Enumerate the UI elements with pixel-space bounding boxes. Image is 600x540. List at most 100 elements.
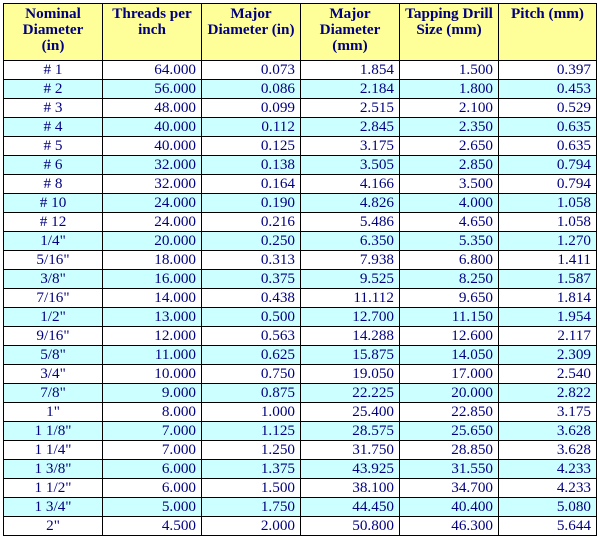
table-cell: # 3 [3,98,103,118]
table-cell: 4.500 [102,516,202,536]
table-cell: 5/8" [3,345,103,365]
table-cell: 2.350 [399,117,499,137]
table-row: 1" 8.000 1.000 25.400 22.850 3.175 [3,402,597,422]
table-cell: 2.000 [201,516,301,536]
table-cell: 9.525 [300,269,400,289]
table-cell: 6.000 [102,478,202,498]
table-cell: 5.000 [102,497,202,517]
table-cell: 32.000 [102,155,202,175]
table-cell: 3.628 [498,421,597,441]
table-row: 1 1/2" 6.000 1.500 38.100 34.700 4.233 [3,478,597,498]
table-cell: 5.350 [399,231,499,251]
table-cell: 2.309 [498,345,597,365]
table-cell: 3.175 [498,402,597,422]
table-cell: 8.250 [399,269,499,289]
table-cell: 8.000 [102,402,202,422]
table-cell: 5.486 [300,212,400,232]
table-row: 3/4" 10.000 0.750 19.050 17.000 2.540 [3,364,597,384]
table-cell: # 8 [3,174,103,194]
table-cell: 11.150 [399,307,499,327]
table-cell: 1.954 [498,307,597,327]
table-row: # 6 32.000 0.138 3.505 2.850 0.794 [3,155,597,175]
table-cell: 5/16" [3,250,103,270]
table-cell: 18.000 [102,250,202,270]
table-cell: 10.000 [102,364,202,384]
header-tapping-drill-size: Tapping Drill Size (mm) [399,3,499,61]
table-cell: 1.500 [201,478,301,498]
table-cell: 0.313 [201,250,301,270]
table-cell: 0.112 [201,117,301,137]
table-cell: 40.000 [102,117,202,137]
table-cell: 0.138 [201,155,301,175]
table-cell: 2.100 [399,98,499,118]
table-cell: 3.628 [498,440,597,460]
table-cell: 9.000 [102,383,202,403]
table-cell: 1.800 [399,79,499,99]
table-cell: 31.550 [399,459,499,479]
table-cell: 2.540 [498,364,597,384]
table-header: Nominal Diameter (in) Threads per inch M… [3,3,597,61]
table-cell: 0.250 [201,231,301,251]
table-cell: 1.750 [201,497,301,517]
table-cell: 25.400 [300,402,400,422]
table-cell: 1.814 [498,288,597,308]
table-cell: 0.750 [201,364,301,384]
table-cell: 1 3/4" [3,497,103,517]
header-threads-per-inch: Threads per inch [102,3,202,61]
table-cell: 17.000 [399,364,499,384]
table-cell: 15.875 [300,345,400,365]
table-cell: 0.164 [201,174,301,194]
table-cell: 3.505 [300,155,400,175]
table-cell: 2.845 [300,117,400,137]
table-cell: 31.750 [300,440,400,460]
header-major-diameter-in: Major Diameter (in) [201,3,301,61]
table-cell: 46.300 [399,516,499,536]
table-cell: 5.080 [498,497,597,517]
table-cell: 28.575 [300,421,400,441]
table-row: 1 1/8" 7.000 1.125 28.575 25.650 3.628 [3,421,597,441]
table-cell: 4.166 [300,174,400,194]
table-row: # 8 32.000 0.164 4.166 3.500 0.794 [3,174,597,194]
table-cell: 6.800 [399,250,499,270]
table-cell: 1.125 [201,421,301,441]
table-row: 7/16" 14.000 0.438 11.112 9.650 1.814 [3,288,597,308]
table-cell: 1.500 [399,60,499,80]
table-cell: 3/4" [3,364,103,384]
table-cell: 24.000 [102,193,202,213]
table-cell: 1.854 [300,60,400,80]
table-row: 3/8" 16.000 0.375 9.525 8.250 1.587 [3,269,597,289]
table-cell: 1.587 [498,269,597,289]
table-cell: 3.175 [300,136,400,156]
table-row: 1/2" 13.000 0.500 12.700 11.150 1.954 [3,307,597,327]
table-cell: # 5 [3,136,103,156]
table-cell: 9.650 [399,288,499,308]
header-pitch: Pitch (mm) [498,3,597,61]
table-row: 2" 4.500 2.000 50.800 46.300 5.644 [3,516,597,536]
table-row: # 5 40.000 0.125 3.175 2.650 0.635 [3,136,597,156]
table-row: # 3 48.000 0.099 2.515 2.100 0.529 [3,98,597,118]
table-cell: 7.938 [300,250,400,270]
table-cell: 1" [3,402,103,422]
table-cell: 11.112 [300,288,400,308]
table-body: # 1 64.000 0.073 1.854 1.500 0.397 # 2 56.000 0.… [3,60,597,536]
table-cell: 32.000 [102,174,202,194]
table-cell: 4.233 [498,478,597,498]
table-cell: 56.000 [102,79,202,99]
table-cell: 12.700 [300,307,400,327]
table-cell: 1/2" [3,307,103,327]
table-cell: 0.438 [201,288,301,308]
table-cell: 0.794 [498,174,597,194]
table-cell: # 2 [3,79,103,99]
table-cell: 13.000 [102,307,202,327]
table-cell: 1.270 [498,231,597,251]
table-cell: 14.050 [399,345,499,365]
table-cell: 0.635 [498,117,597,137]
table-cell: 0.635 [498,136,597,156]
table-cell: 16.000 [102,269,202,289]
table-cell: 2.650 [399,136,499,156]
table-cell: 20.000 [102,231,202,251]
table-row: 1 3/4" 5.000 1.750 44.450 40.400 5.080 [3,497,597,517]
table-cell: 2.184 [300,79,400,99]
table-cell: 4.000 [399,193,499,213]
table-cell: 4.826 [300,193,400,213]
